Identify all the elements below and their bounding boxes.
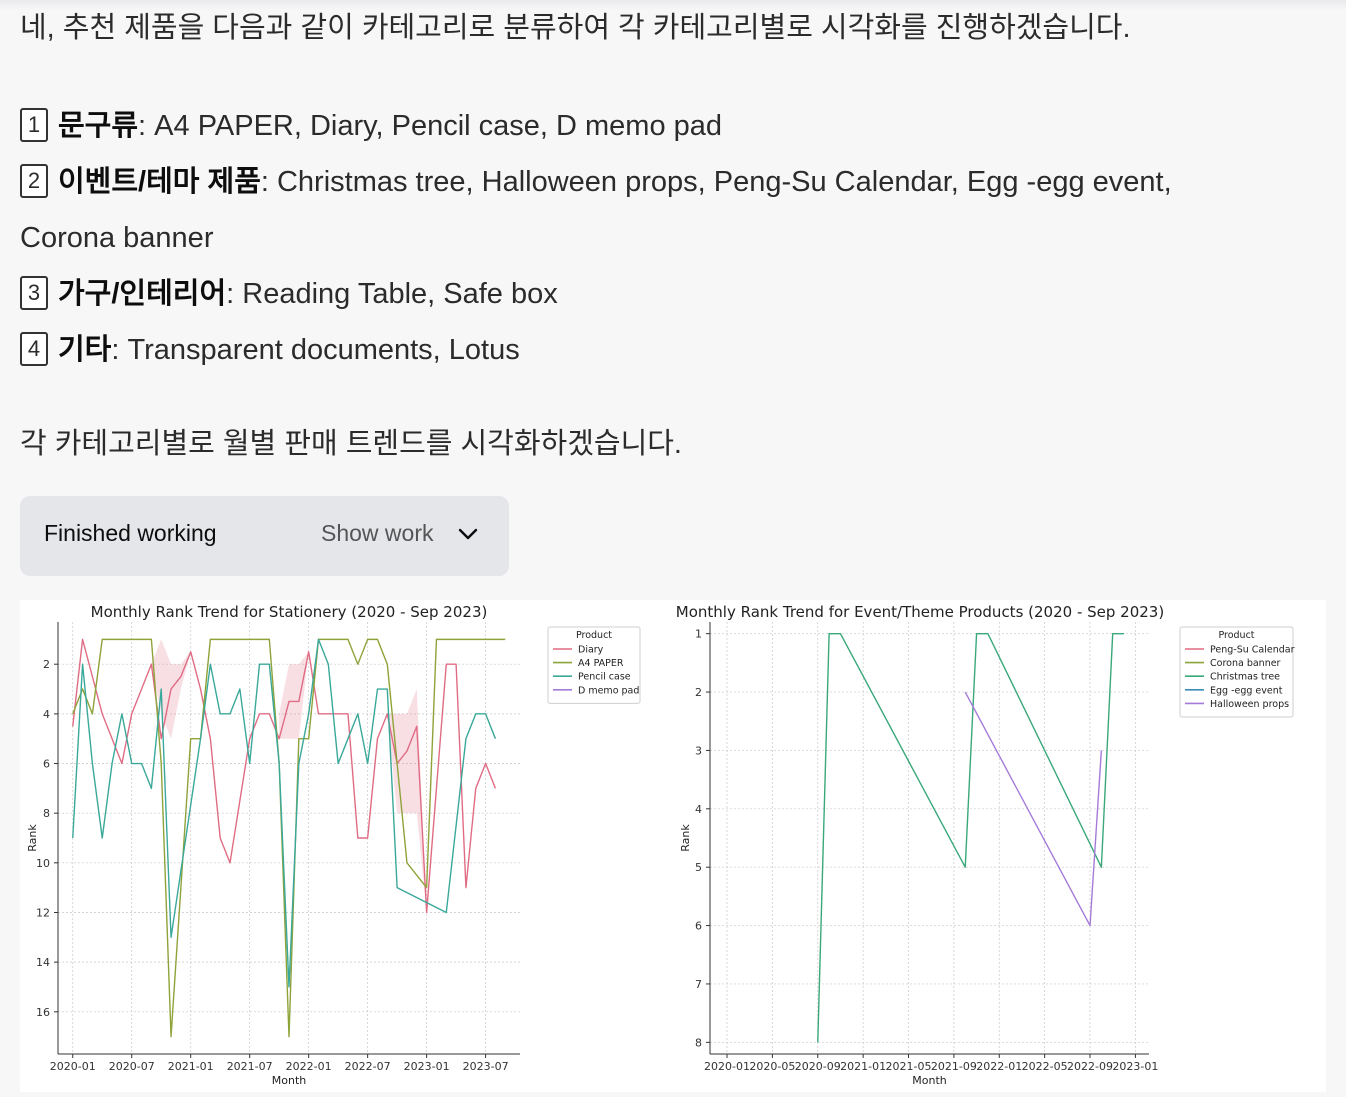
x-tick-label: 2022-09 (1067, 1060, 1113, 1073)
x-tick-label: 2020-01 (704, 1060, 750, 1073)
finished-working-panel[interactable]: Finished working Show work (20, 496, 509, 576)
legend-title: Product (1218, 630, 1254, 641)
legend-entry: Peng-Su Calendar (1210, 645, 1295, 656)
y-tick-label: 6 (43, 758, 50, 771)
y-tick-label: 4 (695, 803, 702, 816)
chevron-down-icon[interactable] (457, 523, 479, 545)
x-tick-label: 2021-01 (840, 1060, 886, 1073)
stationery-rank-chart: Monthly Rank Trend for Stationery (2020 … (20, 600, 673, 1092)
x-tick-label: 2020-09 (795, 1060, 841, 1073)
x-axis-label: Month (912, 1074, 947, 1087)
work-status: Finished working (44, 520, 217, 547)
y-tick-label: 12 (36, 906, 50, 919)
x-tick-label: 2022-05 (1022, 1060, 1068, 1073)
x-tick-label: 2022-01 (976, 1060, 1022, 1073)
x-tick-label: 2022-01 (286, 1060, 332, 1073)
category-name: 이벤트/테마 제품 (58, 166, 261, 198)
event-chart-panel: Monthly Rank Trend for Event/Theme Produ… (673, 600, 1326, 1092)
outro-text: 각 카테고리별로 월별 판매 트렌드를 시각화하겠습니다. (20, 416, 682, 472)
stationery-chart-panel: Monthly Rank Trend for Stationery (2020 … (20, 600, 673, 1092)
legend-entry: D memo pad (578, 685, 639, 696)
y-tick-label: 1 (695, 628, 702, 641)
y-tick-label: 8 (695, 1036, 702, 1049)
category-name: 가구/인테리어 (58, 278, 226, 310)
y-tick-label: 4 (43, 708, 50, 721)
legend-entry: Diary (578, 645, 604, 656)
chart-title: Monthly Rank Trend for Event/Theme Produ… (676, 603, 1164, 621)
legend-entry: Corona banner (1210, 658, 1281, 669)
y-tick-label: 3 (695, 744, 702, 757)
number-badge: 4 (20, 332, 48, 366)
legend-entry: Egg -egg event (1210, 685, 1283, 696)
number-badge: 1 (20, 108, 48, 142)
confidence-band (279, 652, 308, 739)
category-name: 문구류 (58, 110, 138, 142)
x-tick-label: 2023-01 (404, 1060, 450, 1073)
number-badge: 3 (20, 276, 48, 310)
intro-text: 네, 추천 제품을 다음과 같이 카테고리로 분류하여 각 카테고리별로 시각화… (20, 0, 1131, 56)
category-items: : Transparent documents, Lotus (111, 334, 519, 366)
category-items: : Reading Table, Safe box (226, 278, 558, 310)
event-theme-rank-chart: Monthly Rank Trend for Event/Theme Produ… (673, 600, 1326, 1092)
x-tick-label: 2020-05 (749, 1060, 795, 1073)
x-tick-label: 2021-01 (168, 1060, 214, 1073)
category-items-continued: Corona banner (20, 222, 213, 254)
y-tick-label: 2 (43, 658, 50, 671)
category-items: : Christmas tree, Halloween props, Peng-… (261, 166, 1172, 198)
number-badge: 2 (20, 164, 48, 198)
category-items: : A4 PAPER, Diary, Pencil case, D memo p… (138, 110, 722, 142)
y-tick-label: 16 (36, 1006, 50, 1019)
y-tick-label: 7 (695, 978, 702, 991)
y-tick-label: 5 (695, 861, 702, 874)
legend-entry: Halloween props (1210, 699, 1289, 710)
category-line-3: 3 가구/인테리어: Reading Table, Safe box (20, 266, 558, 322)
category-line-2-cont: Corona banner (20, 210, 213, 266)
y-tick-label: 8 (43, 807, 50, 820)
legend-entry: A4 PAPER (578, 658, 624, 669)
show-work-button[interactable]: Show work (321, 520, 433, 547)
x-tick-label: 2023-01 (1112, 1060, 1158, 1073)
x-tick-label: 2023-07 (463, 1060, 509, 1073)
y-tick-label: 10 (36, 857, 50, 870)
y-tick-label: 6 (695, 920, 702, 933)
chart-title: Monthly Rank Trend for Stationery (2020 … (91, 603, 488, 621)
x-tick-label: 2022-07 (345, 1060, 391, 1073)
x-axis-label: Month (272, 1074, 307, 1087)
y-tick-label: 2 (695, 686, 702, 699)
legend-title: Product (576, 630, 612, 641)
x-tick-label: 2021-05 (886, 1060, 932, 1073)
category-line-4: 4 기타: Transparent documents, Lotus (20, 322, 520, 378)
x-tick-label: 2020-01 (50, 1060, 96, 1073)
category-line-2: 2 이벤트/테마 제품: Christmas tree, Halloween pr… (20, 154, 1172, 210)
legend-entry: Christmas tree (1210, 672, 1280, 683)
series-line-christmas-tree (818, 634, 1124, 1043)
y-axis-label: Rank (679, 824, 692, 852)
x-tick-label: 2021-09 (931, 1060, 977, 1073)
category-line-1: 1 문구류: A4 PAPER, Diary, Pencil case, D me… (20, 98, 722, 154)
x-tick-label: 2021-07 (227, 1060, 273, 1073)
legend-entry: Pencil case (578, 672, 631, 683)
y-tick-label: 14 (36, 956, 50, 969)
x-tick-label: 2020-07 (109, 1060, 155, 1073)
y-axis-label: Rank (26, 824, 39, 852)
category-name: 기타 (58, 334, 111, 366)
